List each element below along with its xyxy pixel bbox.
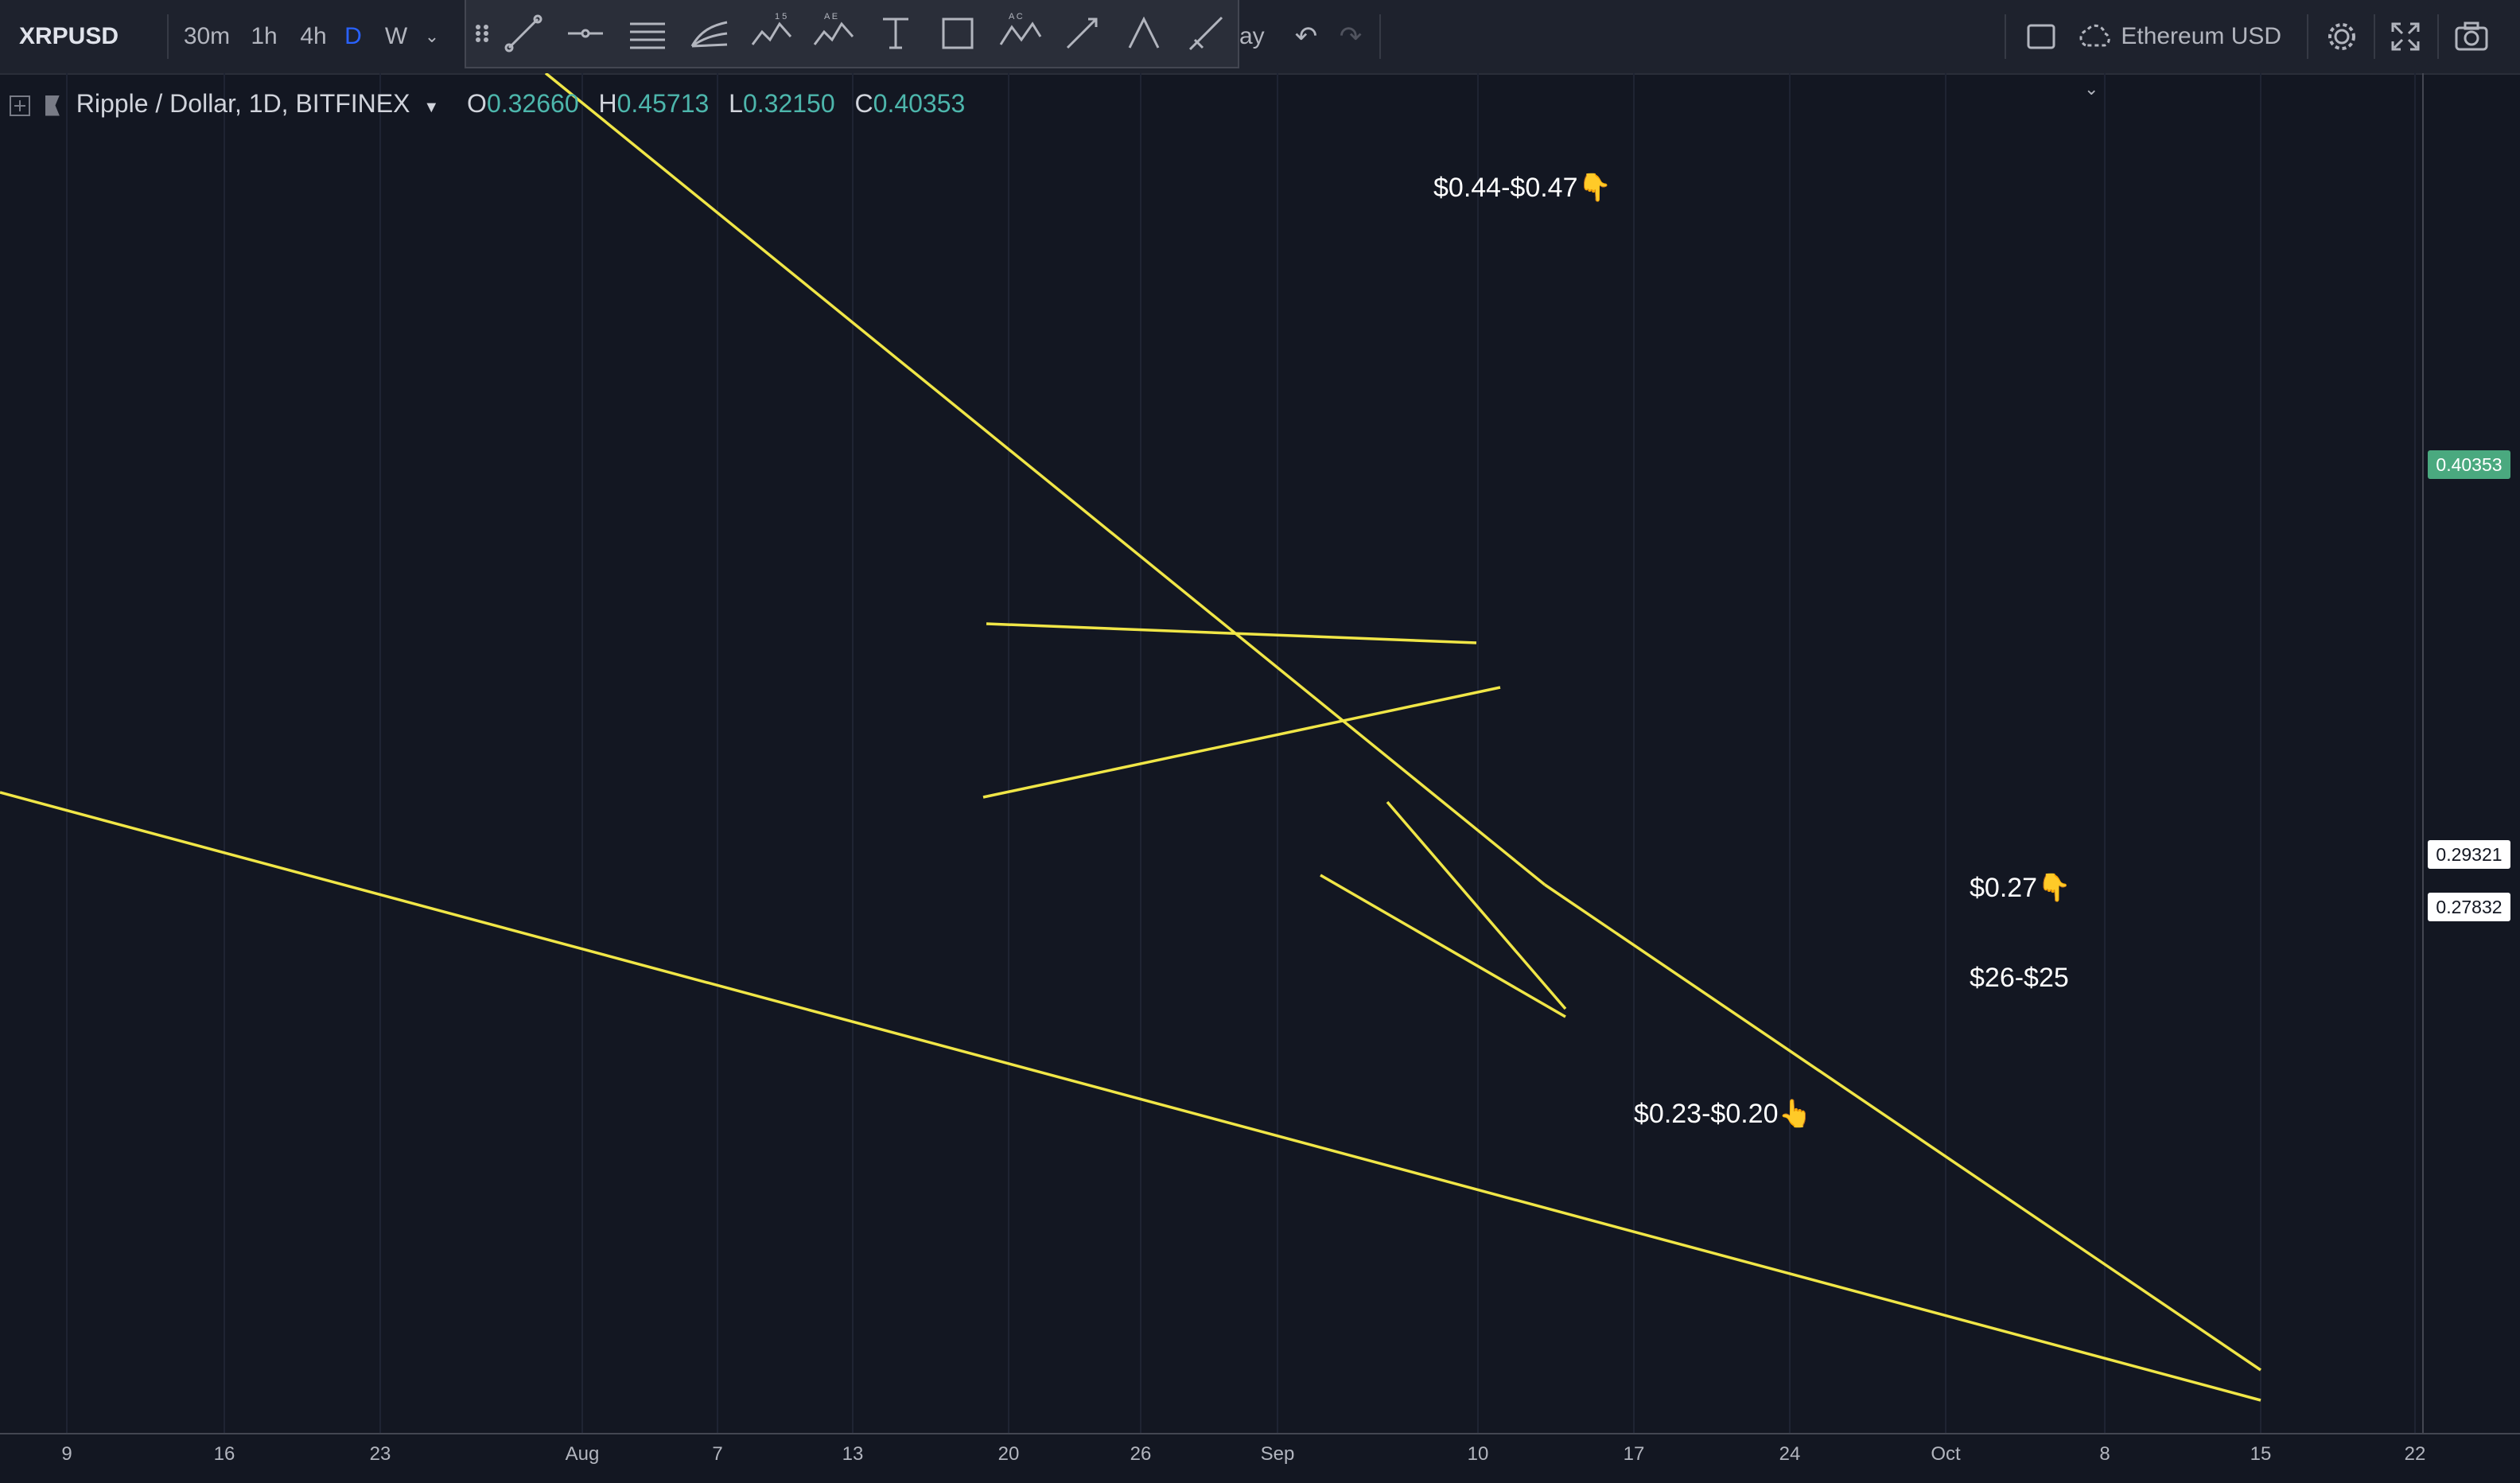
symbol-search[interactable]: XRPUSD: [19, 23, 119, 49]
time-axis-tick: Oct: [1931, 1443, 1961, 1465]
close-value: 0.40353: [873, 89, 966, 118]
camera-snapshot-icon[interactable]: [2445, 11, 2498, 62]
trendlines: [0, 73, 2261, 1402]
trendline: [1320, 874, 1566, 1018]
svg-text:A C: A C: [1009, 12, 1023, 21]
svg-text:A E: A E: [824, 12, 838, 21]
elliott-wave-icon[interactable]: 1 5: [746, 8, 797, 59]
low-label: L: [729, 89, 743, 118]
toolbar-divider: [167, 14, 169, 59]
compare-symbol-select[interactable]: Ethereum USD ⌄: [2076, 11, 2307, 99]
interval-1h-button[interactable]: 1h: [251, 23, 278, 49]
compare-checkbox-icon[interactable]: [2019, 11, 2063, 62]
time-axis-tick: 7: [712, 1443, 723, 1465]
time-axis-tick: 26: [1130, 1443, 1152, 1465]
time-axis-tick: 16: [213, 1443, 235, 1465]
svg-text:1 5: 1 5: [775, 12, 787, 21]
brush-tool-icon[interactable]: [1180, 8, 1231, 59]
annotation-level-027[interactable]: $0.27👇: [1970, 873, 2071, 903]
time-axis-tick: Aug: [565, 1443, 600, 1465]
time-axis-tick: 13: [842, 1443, 864, 1465]
compare-symbol-label: Ethereum USD: [2121, 23, 2282, 49]
low-value: 0.32150: [742, 89, 835, 118]
rectangle-tool-icon[interactable]: [932, 8, 983, 59]
interval-30m-button[interactable]: 30m: [183, 23, 231, 49]
text-tool-icon[interactable]: [870, 8, 921, 59]
trend-line-icon[interactable]: [498, 8, 549, 59]
abcd-pattern-icon[interactable]: A C: [994, 8, 1045, 59]
time-axis-tick: 9: [61, 1443, 72, 1465]
interval-d-button[interactable]: D: [344, 23, 362, 49]
time-axis-tick: 22: [2404, 1443, 2426, 1465]
time-axis-tick: 8: [2099, 1443, 2110, 1465]
undo-icon[interactable]: ↶: [1294, 21, 1318, 52]
pitchfork-icon[interactable]: [684, 8, 735, 59]
time-axis-tick: 10: [1467, 1443, 1489, 1465]
interval-dropdown-chevron-icon[interactable]: ⌄: [424, 26, 440, 46]
top-toolbar: XRPUSD 30m 1h 4h D W ⌄ ay ↶ ↷ Ethereum U…: [0, 0, 2520, 99]
open-value: 0.32660: [486, 89, 579, 118]
chart-grid: [66, 73, 2416, 1434]
time-axis-tick: 15: [2250, 1443, 2272, 1465]
last-price-tag: 0.40353: [2428, 450, 2510, 479]
time-axis-tick: Sep: [1260, 1443, 1295, 1465]
flag-icon[interactable]: [45, 95, 60, 116]
interval-w-button[interactable]: W: [384, 23, 408, 49]
toolbar-divider: [2374, 14, 2375, 59]
level-price-tag-029321: 0.29321: [2428, 840, 2510, 869]
pattern-icon[interactable]: A E: [808, 8, 859, 59]
time-axis-tick: 17: [1623, 1443, 1645, 1465]
high-value: 0.45713: [616, 89, 710, 118]
toolbar-divider: [2307, 14, 2308, 59]
horizontal-line-icon[interactable]: [560, 8, 611, 59]
interval-4h-button[interactable]: 4h: [300, 23, 327, 49]
close-label: C: [854, 89, 873, 118]
time-axis-tick: 20: [998, 1443, 1020, 1465]
settings-gear-icon[interactable]: [2316, 11, 2367, 62]
trendline: [982, 686, 1501, 799]
drag-handle-icon[interactable]: [471, 8, 493, 59]
cloud-icon: [2079, 24, 2110, 47]
annotation-zone-023-020[interactable]: $0.23-$0.20👆: [1634, 1099, 1812, 1129]
trendline: [1544, 883, 2261, 1372]
redo-icon[interactable]: ↷: [1339, 21, 1363, 52]
time-axis-tick: 23: [369, 1443, 391, 1465]
measure-icon[interactable]: [1056, 8, 1107, 59]
angle-tool-icon[interactable]: [1118, 8, 1169, 59]
annotation-zone-044-047[interactable]: $0.44-$0.47👇: [1433, 173, 1612, 203]
trendline: [544, 73, 1546, 886]
legend-menu-chevron-icon[interactable]: ▼: [423, 99, 440, 116]
trendline: [986, 622, 1477, 644]
trendline: [0, 791, 2261, 1402]
compare-dropdown-chevron-icon: ⌄: [2084, 79, 2099, 99]
parallel-channel-icon[interactable]: [622, 8, 673, 59]
high-label: H: [598, 89, 617, 118]
annotation-zone-026-025[interactable]: $26-$25: [1970, 963, 2069, 993]
symbol-legend: Ripple / Dollar, 1D, BITFINEX ▼ O0.32660…: [10, 81, 978, 126]
open-label: O: [467, 89, 487, 118]
time-axis-tick: 24: [1779, 1443, 1801, 1465]
trendline: [1386, 800, 1567, 1010]
partial-label: ay: [1239, 23, 1265, 49]
legend-title[interactable]: Ripple / Dollar, 1D, BITFINEX: [76, 89, 410, 118]
drawing-toolbar: 1 5 A E A C: [465, 0, 1239, 68]
legend-expand-icon[interactable]: [10, 95, 30, 116]
price-chart[interactable]: [0, 73, 2520, 1483]
toolbar-divider: [1379, 14, 1381, 59]
toolbar-divider: [2005, 14, 2006, 59]
fullscreen-icon[interactable]: [2380, 11, 2431, 62]
level-price-tag-027832: 0.27832: [2428, 893, 2510, 921]
toolbar-divider: [2437, 14, 2439, 59]
